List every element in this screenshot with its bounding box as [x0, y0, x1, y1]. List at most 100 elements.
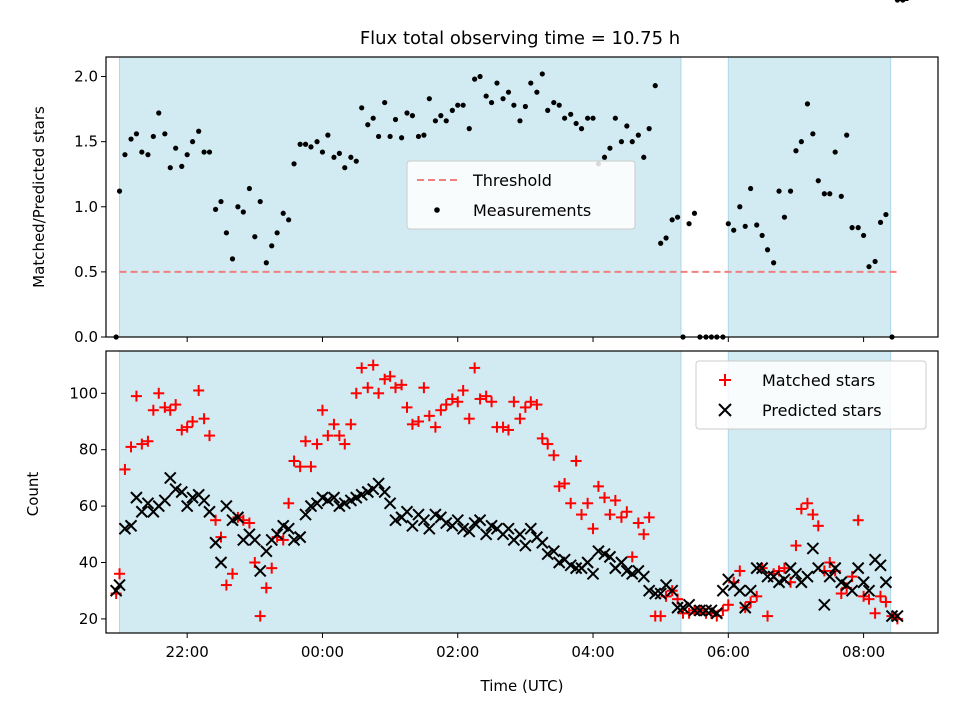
x-tick-label: 06:00 [707, 643, 750, 661]
matched-point [288, 455, 300, 467]
matched-point [193, 384, 205, 396]
measurement-point [771, 260, 777, 266]
predicted-point-b [192, 488, 205, 502]
measurement-point [477, 73, 483, 80]
matched-point [390, 382, 402, 394]
predicted-point-b [502, 522, 515, 535]
predicted-point [716, 584, 730, 597]
measurement-point [483, 93, 489, 99]
predicted-point-b [676, 601, 690, 614]
predicted-point [581, 556, 594, 569]
measurement-point [759, 232, 765, 239]
measurement-point [505, 89, 512, 95]
predicted-point [124, 519, 138, 533]
predicted-point [141, 497, 155, 510]
matched-point [880, 596, 892, 608]
matched-point [626, 551, 638, 563]
measurement-point [252, 234, 258, 240]
predicted-point [654, 587, 667, 600]
matched-point [615, 511, 627, 523]
predicted-point-b [885, 609, 899, 623]
matched-point [474, 393, 486, 405]
predicted-point-b [845, 584, 859, 597]
measurement-point [308, 144, 314, 150]
y-tick-label: 80 [79, 441, 98, 459]
predicted-point-b [270, 528, 284, 541]
matched-point [350, 387, 362, 399]
ratio-plot-frame [105, 56, 939, 338]
predicted-point-b [642, 584, 656, 597]
count-y-axis: 20 40 60 80 100 [69, 384, 106, 628]
measurement-point [860, 232, 867, 239]
predicted-point-b [130, 491, 143, 504]
predicted-point [874, 559, 887, 572]
matched-point [790, 540, 802, 552]
predicted-point [547, 545, 560, 558]
matched-point [362, 382, 374, 394]
matched-point [519, 401, 531, 413]
matched-point [655, 610, 667, 622]
predicted-point [733, 584, 747, 597]
predicted-point [541, 547, 554, 561]
measurement-point [731, 227, 737, 233]
predicted-point [519, 539, 532, 552]
predicted-point [197, 494, 211, 507]
predicted-point [812, 561, 825, 575]
predicted-point-b [214, 556, 228, 569]
predicted-legend-label: Predicted stars [762, 401, 882, 420]
predicted-point [845, 584, 859, 597]
predicted-point-b [293, 530, 307, 544]
predicted-point-b [733, 584, 747, 597]
predicted-point [569, 561, 583, 575]
count-panel: 20 40 60 80 100 22:00 00:00 02:00 04:00 06:00 08:… [24, 0, 939, 695]
predicted-point [649, 587, 662, 600]
predicted-point-b [113, 578, 126, 592]
measurement-point [590, 115, 596, 121]
ratio-legend-box [406, 160, 636, 230]
predicted-point [260, 545, 273, 558]
measurement-point [658, 240, 664, 246]
matched-point [266, 562, 278, 574]
predicted-legend-swatch [718, 403, 732, 417]
ratio-y-axis: 0.0 0.5 1.0 1.5 2.0 [74, 68, 106, 346]
ratio-x-ticks [186, 337, 865, 342]
predicted-point [699, 604, 713, 617]
measurement-point [686, 221, 692, 227]
y-tick-label: 60 [79, 497, 98, 515]
measurement-point [652, 83, 658, 89]
predicted-point [180, 499, 194, 513]
predicted-point [175, 485, 188, 499]
predicted-point-b [338, 497, 351, 510]
matched-point [294, 461, 306, 473]
measurement-point [629, 139, 635, 145]
measurement-point [832, 149, 838, 155]
measurement-point [319, 149, 326, 155]
measurement-point [781, 214, 788, 220]
matched-point [592, 480, 604, 492]
predicted-point-b [321, 494, 335, 507]
measurement-point [438, 113, 444, 119]
matched-point [153, 387, 165, 399]
measurement-point [145, 152, 151, 158]
predicted-point [299, 508, 312, 521]
predicted-point [118, 522, 132, 535]
predicted-point-b [209, 536, 222, 549]
matched-point [812, 520, 824, 532]
predicted-point-b [231, 511, 245, 524]
predicted-point [355, 488, 368, 502]
predicted-point-b [592, 545, 605, 558]
predicted-point-b [203, 505, 216, 518]
predicted-point-b [564, 559, 577, 572]
x-tick-label: 08:00 [842, 643, 885, 661]
measurement-point [793, 148, 799, 154]
matched-point [345, 418, 357, 430]
predicted-point [750, 561, 763, 575]
matched-point [801, 497, 813, 509]
measurement-point [257, 198, 263, 205]
matched-point [604, 509, 616, 521]
predicted-point-b [423, 522, 436, 535]
predicted-point [135, 505, 149, 518]
matched-point [311, 438, 323, 450]
measurement-point [240, 209, 246, 215]
matched-point [198, 413, 210, 425]
